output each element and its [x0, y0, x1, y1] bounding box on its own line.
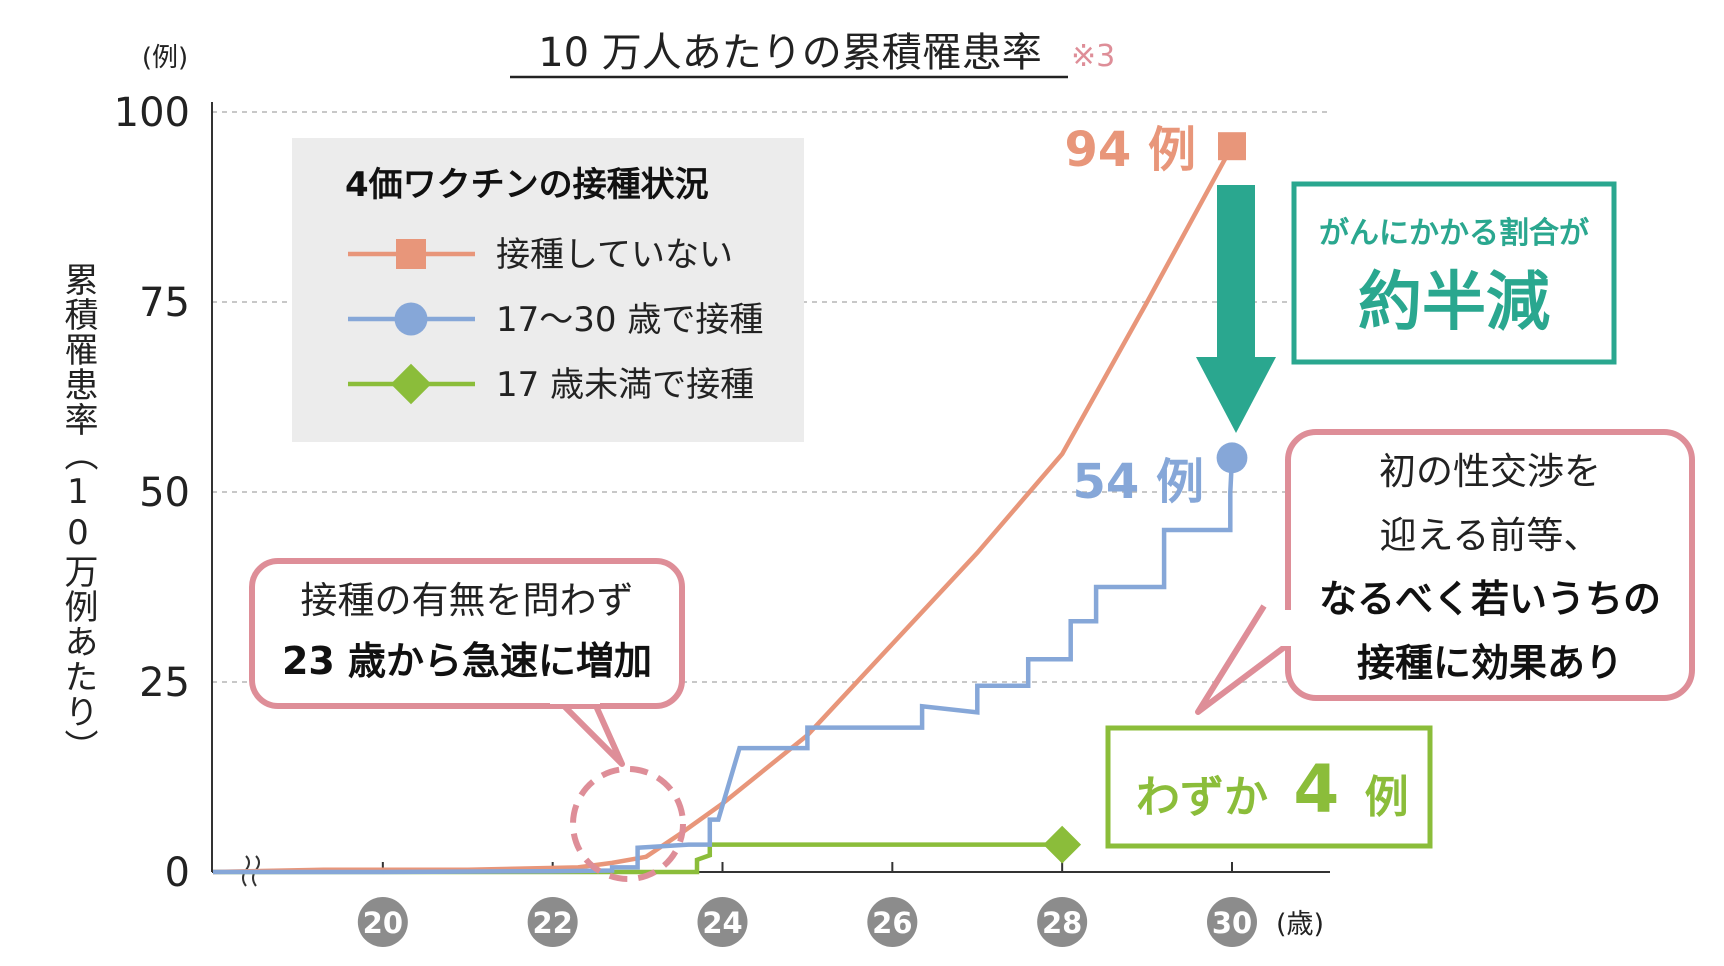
- rise-callout-gap: [550, 690, 600, 704]
- reduction-box: がんにかかる割合が 約半減: [1291, 181, 1617, 365]
- x-tick-badge: [527, 897, 578, 947]
- legend-background: [292, 138, 804, 442]
- legend-marker-circle: [394, 302, 428, 336]
- x-tick-badge: [697, 897, 748, 947]
- y-tick-label: 25: [139, 660, 190, 706]
- x-tick-label: 26: [872, 906, 912, 940]
- legend-marker-diamond: [390, 363, 432, 405]
- chart-title: 10 万人あたりの累積罹患率: [538, 30, 1042, 76]
- legend-label: 17〜30 歳で接種: [496, 300, 763, 340]
- reduction-arrow-shaft: [1217, 185, 1255, 357]
- reduction-line2: 約半減: [1358, 266, 1550, 340]
- y-tick-label: 75: [139, 280, 190, 326]
- rise-callout-box: [249, 558, 685, 709]
- reduction-arrow-head: [1196, 357, 1276, 433]
- advice-callout-gap: [1268, 610, 1298, 646]
- legend: 4価ワクチンの接種状況 接種していない 17〜30 歳で接種 17 歳未満で接種: [292, 138, 804, 442]
- green-end-prefix: わずか: [1136, 772, 1268, 823]
- unvaccinated-end-marker: [1218, 132, 1246, 161]
- green-end-box: わずか 4 例: [1105, 725, 1433, 849]
- x-tick-badge: [1037, 897, 1088, 947]
- reduction-line1: がんにかかる割合が: [1319, 216, 1589, 251]
- series-layer: [212, 132, 1248, 875]
- x-tick-label: 28: [1042, 906, 1082, 940]
- rapid-increase-highlight-circle: [570, 766, 686, 882]
- y-tick-label: 50: [139, 470, 190, 516]
- y-tick-label: 100: [114, 90, 190, 136]
- y-unit-label: (例): [142, 43, 188, 73]
- vaccinated-17-30-end-marker: [1216, 442, 1248, 474]
- green-end-frame: [1105, 725, 1433, 849]
- advice-line1: 初の性交渉を: [1379, 450, 1601, 493]
- vaccinated-17-30-end-label: 54 例: [1072, 454, 1204, 510]
- legend-label: 17 歳未満で接種: [496, 365, 754, 405]
- x-tick-label: 30: [1212, 906, 1252, 940]
- x-tick-label: 22: [532, 906, 572, 940]
- vaccinated-17-30-line: [213, 457, 1235, 875]
- vaccinated-under-17-line: [213, 842, 1063, 875]
- title-footnote-mark: ※3: [1071, 39, 1115, 74]
- green-end-text: わずか 4 例: [1136, 751, 1409, 828]
- rise-callout-tail: [552, 694, 625, 767]
- green-end-number: 4: [1293, 751, 1339, 828]
- rise-callout: 接種の有無を問わず 23 歳から急速に増加: [249, 558, 686, 882]
- advice-line3: なるべく若いうちの: [1319, 577, 1661, 621]
- rise-callout-line1: 接種の有無を問わず: [301, 579, 634, 622]
- vaccinated-under-17-end-marker: [1043, 825, 1082, 864]
- grid: [212, 111, 1330, 683]
- unvaccinated-end-label: 94 例: [1064, 122, 1196, 178]
- legend-title: 4価ワクチンの接種状況: [345, 165, 709, 205]
- green-end-suffix: 例: [1365, 772, 1409, 823]
- rise-callout-line2: 23 歳から急速に増加: [282, 639, 652, 683]
- x-tick-badge: [1207, 897, 1257, 947]
- reduction-box-frame: [1291, 181, 1617, 365]
- advice-callout: 初の性交渉を 迎える前等、 なるべく若いうちの 接種に効果あり: [1195, 429, 1695, 715]
- legend-marker-square: [396, 239, 426, 269]
- x-tick-label: 24: [702, 906, 742, 940]
- legend-label: 接種していない: [496, 235, 733, 275]
- y-tick-label: 0: [165, 850, 190, 896]
- y-axis-label: 累積罹患率（10万例あたり）: [58, 262, 98, 764]
- x-tick-badge: [867, 897, 918, 947]
- x-ticks: 20 22 24 26 28 30: [357, 862, 1257, 947]
- x-tick-badge: [357, 897, 408, 947]
- reduction-arrow: [1196, 185, 1276, 433]
- y-ticks: 100 75 50 25 0: [114, 90, 190, 896]
- x-unit-label: (歳): [1276, 909, 1324, 940]
- advice-line4: 接種に効果あり: [1357, 641, 1623, 685]
- x-tick-label: 20: [363, 906, 403, 940]
- advice-line2: 迎える前等、: [1380, 514, 1601, 557]
- advice-callout-box: [1285, 429, 1695, 701]
